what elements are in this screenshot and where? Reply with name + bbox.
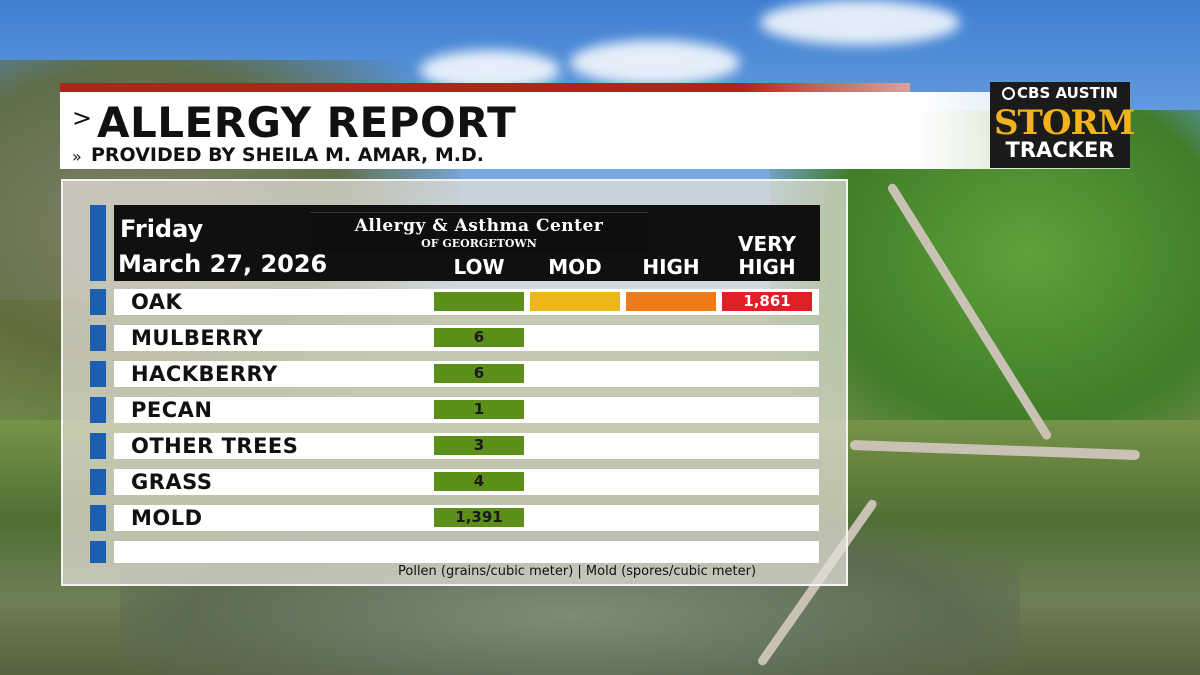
- oak-bar-high: [626, 292, 716, 311]
- row-stripe: [90, 361, 106, 387]
- pecan-bar: 1: [434, 400, 524, 419]
- oak-bar-very-high: 1,861: [722, 292, 812, 311]
- oak-bar-low: [434, 292, 524, 311]
- row-stripe: [90, 289, 106, 315]
- page-subtitle: PROVIDED BY SHEILA M. AMAR, M.D.: [91, 144, 484, 166]
- row-stripe: [90, 469, 106, 495]
- other-trees-bar: 3: [434, 436, 524, 455]
- row-label: MULBERRY: [131, 326, 264, 350]
- hackberry-bar: 6: [434, 364, 524, 383]
- units-footnote: Pollen (grains/cubic meter) | Mold (spor…: [398, 564, 757, 579]
- row-stripe: [90, 325, 106, 351]
- center-location: of Georgetown: [421, 237, 537, 250]
- report-day: Friday: [120, 215, 204, 243]
- row-stripe: [90, 541, 106, 563]
- cloud: [570, 40, 740, 85]
- cloud: [760, 0, 960, 45]
- header-accent-bar: [60, 83, 910, 92]
- brand-line2: TRACKER: [1005, 138, 1115, 162]
- station-logo: CBS AUSTIN STORM TRACKER: [990, 82, 1135, 168]
- page-title: ALLERGY REPORT: [97, 98, 517, 147]
- level-high: HIGH: [642, 255, 700, 279]
- row-stripe: [90, 433, 106, 459]
- center-logo: Allergy & Asthma Center of Georgetown: [310, 212, 648, 252]
- mulberry-bar: 6: [434, 328, 524, 347]
- accent-stripe: [90, 205, 106, 281]
- cbs-eye-icon: [1002, 87, 1016, 100]
- row-label: GRASS: [131, 470, 213, 494]
- level-very-high: HIGH: [738, 255, 796, 279]
- row-stripe: [90, 397, 106, 423]
- level-very: VERY: [738, 232, 796, 256]
- level-mod: MOD: [548, 255, 602, 279]
- level-low: LOW: [453, 255, 505, 279]
- row-label: HACKBERRY: [131, 362, 278, 386]
- oak-bar-mod: [530, 292, 620, 311]
- row-label: MOLD: [131, 506, 203, 530]
- network-name: CBS AUSTIN: [990, 84, 1130, 102]
- grass-bar: 4: [434, 472, 524, 491]
- brand-line1: STORM: [994, 103, 1135, 143]
- row-label: OTHER TREES: [131, 434, 299, 458]
- center-name: Allergy & Asthma Center: [354, 216, 604, 236]
- row-label: OAK: [131, 290, 183, 314]
- double-chevron-icon: »: [72, 147, 82, 166]
- chevron-right-icon: >: [72, 104, 93, 132]
- header-band: [60, 92, 1130, 169]
- mold-bar: 1,391: [434, 508, 524, 527]
- row-label: PECAN: [131, 398, 213, 422]
- table-row-empty: [114, 541, 819, 563]
- report-date: March 27, 2026: [118, 250, 328, 278]
- row-stripe: [90, 505, 106, 531]
